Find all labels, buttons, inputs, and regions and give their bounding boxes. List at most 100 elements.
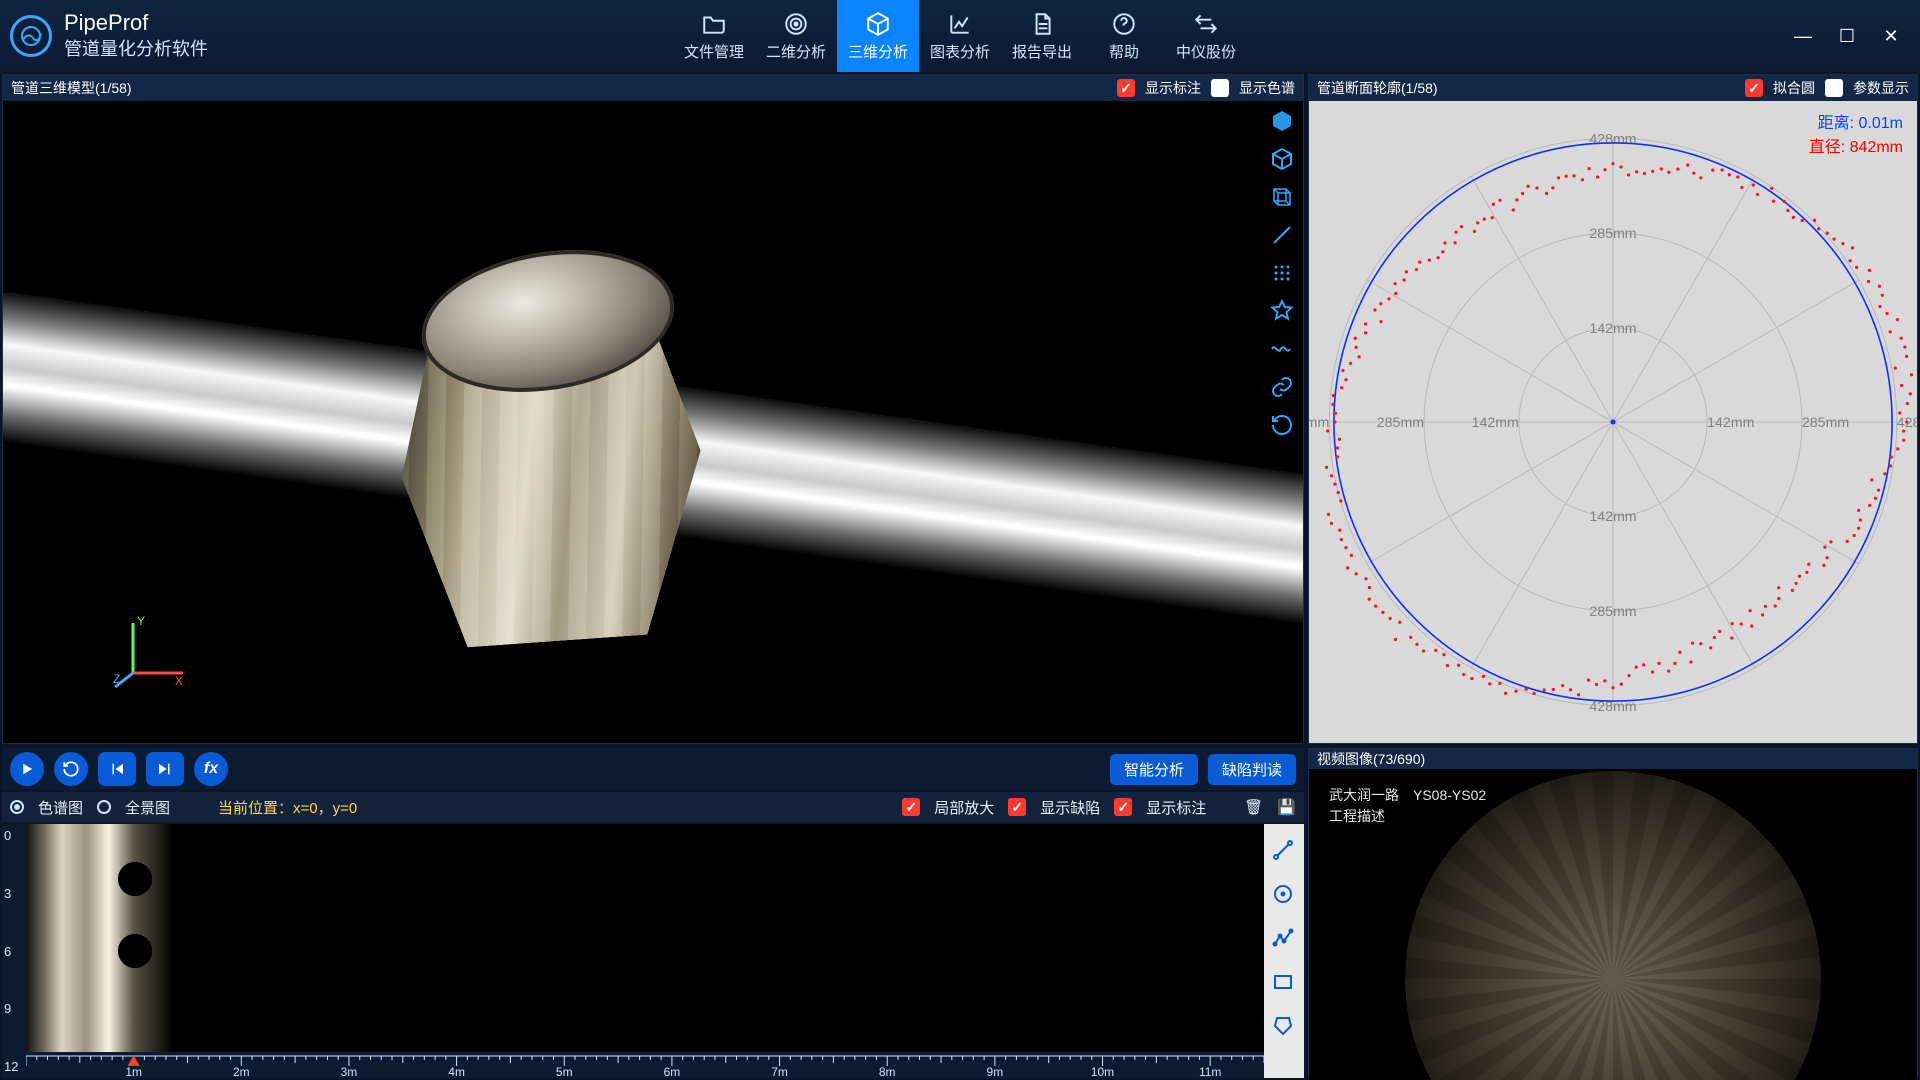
- svg-text:285mm: 285mm: [1589, 226, 1636, 242]
- swap-icon: [1192, 10, 1220, 38]
- top-nav: 文件管理二维分析三维分析图表分析报告导出帮助中仪股份: [673, 0, 1247, 72]
- playback-buttons: fx: [10, 752, 228, 786]
- checkbox-show-params[interactable]: [1825, 79, 1843, 97]
- video-header: 视频图像(73/690): [1309, 749, 1917, 769]
- video-overlay-topleft: 武大润一路 YS08-YS02 工程描述: [1329, 785, 1486, 827]
- tool-cube-solid-icon[interactable]: [1268, 145, 1296, 173]
- panel-video: 视频图像(73/690) 武大润一路 YS08-YS02 工程描述 2021-0…: [1308, 748, 1918, 1078]
- svg-text:9m: 9m: [987, 1065, 1004, 1078]
- target-icon: [782, 10, 810, 38]
- tool-cube-shaded-icon[interactable]: [1268, 107, 1296, 135]
- cross-title: 管道断面轮廓(1/58): [1317, 78, 1438, 98]
- axis-gizmo: Y X Z: [113, 613, 193, 693]
- checkbox-local-zoom[interactable]: [902, 798, 920, 816]
- nav-item-target[interactable]: 二维分析: [755, 0, 837, 72]
- titlebar: PipeProf 管道量化分析软件 文件管理二维分析三维分析图表分析报告导出帮助…: [0, 0, 1920, 72]
- svg-text:1m: 1m: [125, 1065, 142, 1078]
- nav-item-doc[interactable]: 报告导出: [1001, 0, 1083, 72]
- fx-button[interactable]: fx: [194, 752, 228, 786]
- skip-back-button[interactable]: [98, 752, 136, 786]
- radio-spectrum-view[interactable]: [10, 800, 24, 814]
- checkbox-show-defects[interactable]: [1008, 798, 1026, 816]
- unwrap-tool-polyline-icon[interactable]: [1271, 926, 1297, 952]
- svg-text:3m: 3m: [341, 1065, 358, 1078]
- doc-icon: [1028, 10, 1056, 38]
- panel-unwrap: fx 智能分析 缺陷判读 色谱图 全景图 当前位置：x=0，y=0 局部放大 显…: [2, 748, 1304, 1078]
- checkbox-show-spectrum-3d[interactable]: [1211, 79, 1229, 97]
- unwrap-tool-shape-icon[interactable]: [1271, 1014, 1297, 1040]
- checkbox-show-annot-unwrap[interactable]: [1114, 798, 1132, 816]
- checkbox-show-annot-3d[interactable]: [1117, 79, 1135, 97]
- panel-3d-model: 管道三维模型(1/58) 显示标注 显示色谱 Y X Z: [2, 74, 1304, 744]
- playback-bar: fx 智能分析 缺陷判读: [2, 748, 1304, 790]
- close-button[interactable]: ✕: [1880, 25, 1902, 47]
- smart-analysis-button[interactable]: 智能分析: [1110, 754, 1198, 785]
- svg-text:285mm: 285mm: [1802, 415, 1849, 431]
- viewport-3d-tools: [1265, 107, 1299, 439]
- app-title-block: PipeProf 管道量化分析软件: [64, 11, 208, 61]
- cube-icon: [864, 10, 892, 38]
- play-button[interactable]: [10, 752, 44, 786]
- tool-dots-icon[interactable]: [1268, 259, 1296, 287]
- svg-text:142mm: 142mm: [1472, 415, 1519, 431]
- tool-wave-icon[interactable]: [1268, 335, 1296, 363]
- checkbox-fit-circle[interactable]: [1745, 79, 1763, 97]
- unwrap-option-bar: 色谱图 全景图 当前位置：x=0，y=0 局部放大 显示缺陷 显示标注 🗑 💾: [2, 792, 1304, 822]
- svg-text:8m: 8m: [879, 1065, 896, 1078]
- unwrap-y-axis: 036912: [2, 824, 26, 1078]
- svg-text:Z: Z: [113, 672, 120, 686]
- nav-item-cube[interactable]: 三维分析: [837, 0, 919, 72]
- label-show-annot-3d: 显示标注: [1145, 78, 1201, 98]
- unwrap-view[interactable]: 036912 1m2m3m4m5m6m7m8m9m10m11m: [2, 824, 1304, 1078]
- nav-item-folder[interactable]: 文件管理: [673, 0, 755, 72]
- label-show-params: 参数显示: [1853, 78, 1909, 98]
- manhole-mesh: [383, 251, 743, 671]
- chart-icon: [946, 10, 974, 38]
- tool-star-icon[interactable]: [1268, 297, 1296, 325]
- unwrap-ruler[interactable]: 1m2m3m4m5m6m7m8m9m10m11m: [26, 1052, 1264, 1078]
- unwrap-tool-segment-icon[interactable]: [1271, 838, 1297, 864]
- panel-3d-title: 管道三维模型(1/58): [11, 78, 132, 98]
- label-show-spectrum-3d: 显示色谱: [1239, 78, 1295, 98]
- svg-text:428mm: 428mm: [1309, 415, 1329, 431]
- app-name: PipeProf: [64, 11, 208, 35]
- label-panorama-view: 全景图: [125, 797, 170, 818]
- panel-cross-section: 管道断面轮廓(1/58) 拟合圆 参数显示 距离: 0.01m 直径: 842m…: [1308, 74, 1918, 744]
- cross-svg: 142mm142mm142mm142mm285mm285mm285mm285mm…: [1309, 101, 1917, 743]
- svg-text:285mm: 285mm: [1377, 415, 1424, 431]
- unwrap-empty: [176, 824, 1264, 1078]
- defect-read-button[interactable]: 缺陷判读: [1208, 754, 1296, 785]
- save-icon[interactable]: 💾: [1277, 798, 1296, 816]
- tool-cube-wire-icon[interactable]: [1268, 183, 1296, 211]
- unwrap-tool-rect-icon[interactable]: [1271, 970, 1297, 996]
- reload-button[interactable]: [54, 752, 88, 786]
- tool-refresh-icon[interactable]: [1268, 411, 1296, 439]
- radio-panorama-view[interactable]: [97, 800, 111, 814]
- cross-section-chart[interactable]: 距离: 0.01m 直径: 842mm 142mm142mm142mm142mm…: [1309, 101, 1917, 743]
- unwrap-tool-circle-dot-icon[interactable]: [1271, 882, 1297, 908]
- video-view[interactable]: 武大润一路 YS08-YS02 工程描述 2021-04-22 15:11:58…: [1309, 769, 1917, 1080]
- svg-text:285mm: 285mm: [1589, 604, 1636, 620]
- svg-text:11m: 11m: [1199, 1065, 1221, 1078]
- svg-text:142mm: 142mm: [1707, 415, 1754, 431]
- maximize-button[interactable]: ☐: [1836, 25, 1858, 47]
- viewport-3d[interactable]: Y X Z: [3, 101, 1303, 743]
- svg-text:142mm: 142mm: [1589, 509, 1636, 525]
- nav-item-swap[interactable]: 中仪股份: [1165, 0, 1247, 72]
- svg-text:X: X: [175, 674, 183, 688]
- cross-info: 距离: 0.01m 直径: 842mm: [1809, 109, 1903, 157]
- minimize-button[interactable]: ―: [1792, 25, 1814, 47]
- video-title: 视频图像(73/690): [1317, 749, 1425, 769]
- nav-item-help[interactable]: 帮助: [1083, 0, 1165, 72]
- tool-line-icon[interactable]: [1268, 221, 1296, 249]
- unwrap-texture: [26, 824, 176, 1078]
- folder-icon: [700, 10, 728, 38]
- skip-fwd-button[interactable]: [146, 752, 184, 786]
- label-spectrum-view: 色谱图: [38, 797, 83, 818]
- window-buttons: ― ☐ ✕: [1792, 25, 1910, 47]
- nav-item-chart[interactable]: 图表分析: [919, 0, 1001, 72]
- svg-text:2m: 2m: [233, 1065, 250, 1078]
- tool-link-icon[interactable]: [1268, 373, 1296, 401]
- label-fit-circle: 拟合圆: [1773, 78, 1815, 98]
- trash-icon[interactable]: 🗑: [1244, 798, 1263, 816]
